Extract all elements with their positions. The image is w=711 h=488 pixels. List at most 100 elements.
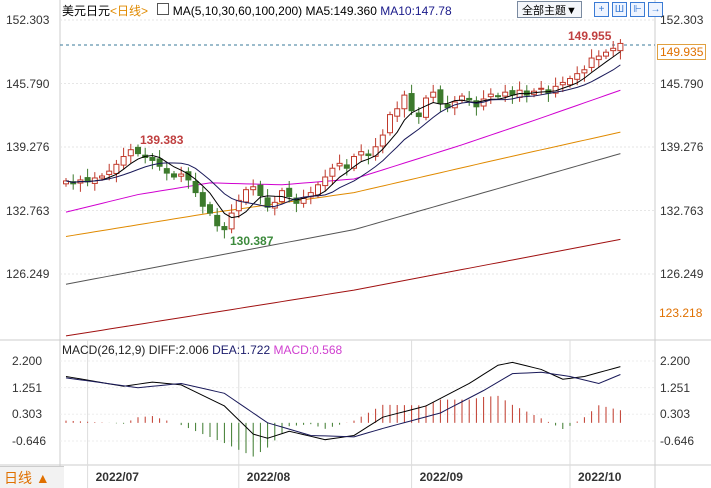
macd-header: MACD(26,12,9) DIFF:2.006 DEA:1.722 MACD:… (62, 343, 342, 357)
candle-up (567, 78, 573, 86)
diff-value: DIFF:2.006 (148, 343, 209, 357)
y-tick-left: 126.249 (6, 267, 50, 282)
candle-up (588, 57, 595, 68)
candle-down (437, 89, 444, 104)
candle-down (264, 197, 271, 208)
candle-up (430, 91, 437, 98)
zoom-out-icon[interactable]: ⊩ (630, 2, 645, 17)
x-tick-label: 2022/10 (578, 470, 622, 484)
period-button[interactable]: 日线 ▲ (0, 466, 64, 488)
macd-y-tick-right: 2.200 (660, 354, 691, 368)
zoom-in-icon[interactable]: Ш (612, 2, 627, 17)
crosshair-icon[interactable]: + (594, 2, 609, 17)
candle-up (581, 69, 588, 74)
y-tick-left: 132.763 (6, 203, 50, 218)
candle-down (135, 146, 141, 155)
candle-up (610, 47, 617, 52)
macd-y-tick-left: 2.200 (12, 354, 43, 368)
candle-up (178, 173, 185, 177)
candle-up (358, 151, 365, 156)
candle-down (257, 184, 264, 197)
candle-up (322, 176, 329, 187)
macd-y-tick-right: 1.251 (660, 380, 691, 395)
ma-settings-icon[interactable] (157, 3, 170, 15)
candle-down (214, 214, 221, 227)
candle-up (315, 184, 321, 196)
diff-line (65, 361, 621, 441)
candle-down (163, 168, 170, 174)
candle-up (307, 192, 314, 198)
candle-up (271, 201, 278, 209)
candle-up (113, 163, 120, 174)
macd-y-tick-left: -0.646 (12, 433, 47, 448)
theme-dropdown[interactable]: 全部主题▼ (517, 1, 582, 18)
candle-down (408, 93, 415, 112)
y-tick-left: 139.276 (6, 140, 50, 154)
candle-down (466, 97, 473, 101)
candle-down (365, 153, 372, 157)
candle-up (235, 199, 242, 212)
candle-up (329, 167, 336, 177)
candle-up (351, 156, 357, 169)
min-visible-tag: 123.218 (659, 306, 703, 320)
y-tick-right: 139.276 (660, 140, 704, 154)
y-tick-right: 152.303 (660, 13, 704, 27)
candle-up (250, 186, 257, 191)
ma30-line (65, 89, 621, 213)
candle-up (120, 156, 127, 166)
macd-y-tick-left: 0.303 (12, 407, 43, 422)
candle-up (538, 87, 545, 90)
candle-up (595, 55, 602, 61)
peak-annotation: 139.383 (140, 133, 184, 147)
candle-up (487, 93, 494, 98)
candle-down (171, 173, 177, 178)
candle-down (415, 112, 422, 118)
candle-up (603, 51, 609, 57)
candle-down (199, 192, 206, 207)
move-right-icon[interactable]: → (648, 2, 663, 17)
last-price-tag: 149.935 (657, 44, 707, 60)
candle-up (106, 170, 113, 175)
candle-up (127, 149, 134, 157)
macd-y-tick-right: -0.646 (660, 433, 695, 448)
candle-down (192, 180, 199, 194)
x-tick-label: 2022/08 (246, 470, 291, 484)
candle-down (149, 157, 156, 161)
candle-up (387, 114, 393, 134)
candle-up (559, 81, 566, 86)
macd-y-tick-left: 1.251 (12, 380, 43, 395)
candle-up (617, 42, 624, 52)
ma200-line (65, 238, 621, 337)
low-annotation: 130.387 (230, 234, 274, 248)
dea-value: DEA:1.722 (212, 343, 271, 357)
y-tick-right: 145.790 (660, 76, 704, 91)
candle-up (502, 91, 509, 97)
ma100-line (65, 153, 621, 285)
macd-y-tick-right: 0.303 (660, 407, 691, 422)
ma5-line (65, 51, 621, 219)
y-tick-right: 126.249 (660, 267, 704, 282)
candle-down (495, 95, 501, 98)
candle-up (243, 189, 249, 203)
symbol-label: 美元日元 (62, 4, 111, 18)
candle-up (336, 162, 343, 167)
chart-title: 美元日元<日线> MA(5,10,30,60,100,200) MA5:149.… (62, 2, 452, 19)
ma-label: MA(5,10,30,60,100,200) (172, 4, 303, 18)
y-tick-left: 152.303 (6, 13, 50, 27)
high-annotation: 149.955 (568, 29, 612, 43)
ma10-value: MA10:147.78 (380, 4, 452, 18)
candle-up (379, 134, 386, 147)
candle-up (394, 108, 401, 117)
macd-value: MACD:0.568 (273, 343, 343, 357)
candle-down (156, 158, 163, 167)
candle-up (423, 97, 429, 118)
period-label: <日线> (110, 4, 149, 18)
macd-params: MACD(26,12,9) (62, 343, 146, 357)
y-tick-right: 132.763 (660, 203, 704, 218)
y-tick-left: 145.790 (6, 76, 50, 91)
candle-down (286, 187, 293, 198)
candle-up (574, 73, 581, 80)
ma60-line (65, 131, 621, 237)
